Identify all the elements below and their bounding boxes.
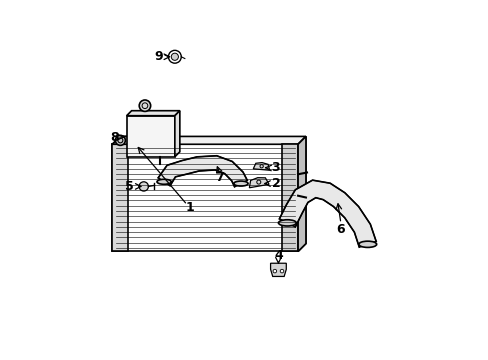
Text: 6: 6 bbox=[336, 223, 345, 236]
Ellipse shape bbox=[278, 220, 296, 226]
Polygon shape bbox=[253, 163, 269, 170]
Polygon shape bbox=[270, 263, 285, 276]
Polygon shape bbox=[158, 156, 247, 187]
Circle shape bbox=[139, 100, 150, 111]
Text: 3: 3 bbox=[270, 161, 279, 174]
Text: 8: 8 bbox=[110, 131, 119, 144]
Text: 1: 1 bbox=[185, 201, 194, 214]
Ellipse shape bbox=[233, 181, 247, 186]
Text: 5: 5 bbox=[125, 180, 134, 193]
Polygon shape bbox=[298, 136, 305, 251]
Ellipse shape bbox=[157, 179, 171, 184]
Circle shape bbox=[272, 269, 276, 273]
Polygon shape bbox=[112, 136, 136, 144]
Polygon shape bbox=[175, 111, 180, 157]
Circle shape bbox=[139, 182, 148, 191]
Polygon shape bbox=[126, 116, 175, 157]
Polygon shape bbox=[298, 136, 305, 251]
Ellipse shape bbox=[358, 241, 376, 247]
Polygon shape bbox=[282, 144, 298, 251]
Polygon shape bbox=[126, 111, 180, 116]
Text: 4: 4 bbox=[273, 248, 282, 261]
Circle shape bbox=[171, 53, 178, 60]
Text: 7: 7 bbox=[215, 171, 224, 184]
Circle shape bbox=[115, 135, 125, 145]
Polygon shape bbox=[279, 180, 375, 247]
Polygon shape bbox=[112, 136, 305, 144]
Circle shape bbox=[280, 269, 283, 273]
Text: 9: 9 bbox=[154, 50, 163, 63]
Text: 2: 2 bbox=[271, 177, 280, 190]
Polygon shape bbox=[112, 144, 128, 251]
Polygon shape bbox=[249, 178, 268, 188]
